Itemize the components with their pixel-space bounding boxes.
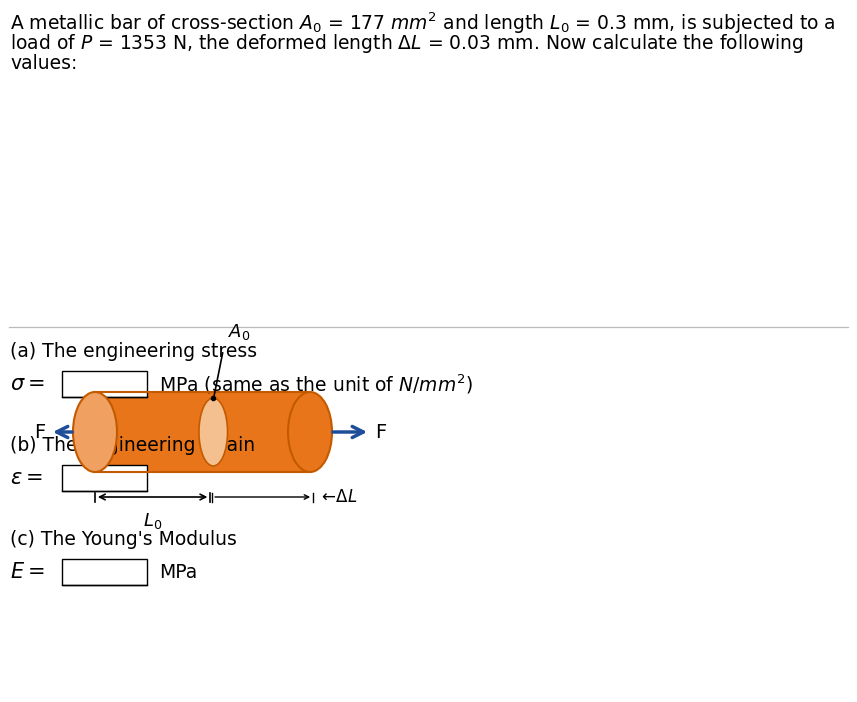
Ellipse shape bbox=[199, 398, 228, 466]
Text: values:: values: bbox=[10, 54, 77, 73]
Text: load of $P$ = 1353 N, the deformed length $\Delta L$ = 0.03 mm. Now calculate th: load of $P$ = 1353 N, the deformed lengt… bbox=[10, 32, 804, 55]
Ellipse shape bbox=[199, 398, 228, 466]
Text: $L_0$: $L_0$ bbox=[143, 511, 162, 531]
Text: (a) The engineering stress: (a) The engineering stress bbox=[10, 342, 257, 361]
Text: $E =$: $E =$ bbox=[10, 562, 45, 582]
Text: A metallic bar of cross-section $A_0$ = 177 $\mathit{mm}^2$ and length $L_0$ = 0: A metallic bar of cross-section $A_0$ = … bbox=[10, 10, 836, 36]
Ellipse shape bbox=[73, 392, 117, 472]
Text: $\epsilon =$: $\epsilon =$ bbox=[10, 468, 43, 488]
FancyBboxPatch shape bbox=[62, 371, 147, 397]
FancyBboxPatch shape bbox=[62, 559, 147, 585]
Text: (c) The Young's Modulus: (c) The Young's Modulus bbox=[10, 530, 237, 549]
Text: $\leftarrow\!\Delta L$: $\leftarrow\!\Delta L$ bbox=[318, 488, 357, 506]
FancyBboxPatch shape bbox=[62, 465, 147, 491]
Text: MPa: MPa bbox=[159, 562, 197, 581]
Text: F: F bbox=[375, 423, 387, 442]
Text: $A_0$: $A_0$ bbox=[228, 322, 251, 342]
Text: MPa (same as the unit of $N/mm^2$): MPa (same as the unit of $N/mm^2$) bbox=[159, 372, 473, 396]
Bar bbox=[95, 392, 310, 472]
Text: F: F bbox=[33, 423, 45, 442]
Text: (b) The engineering strain: (b) The engineering strain bbox=[10, 436, 255, 455]
Ellipse shape bbox=[288, 392, 332, 472]
Text: $\sigma =$: $\sigma =$ bbox=[10, 374, 45, 394]
